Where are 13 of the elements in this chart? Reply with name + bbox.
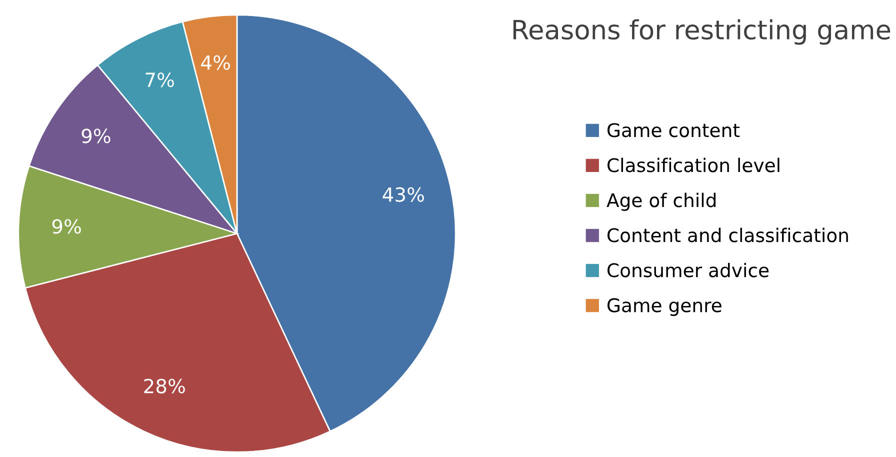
data-label: 9% bbox=[52, 219, 81, 234]
data-label: 28% bbox=[144, 378, 185, 394]
legend-label: Game genre bbox=[608, 298, 722, 316]
data-label: 9% bbox=[82, 128, 110, 144]
legend-label: Classification level bbox=[608, 158, 780, 172]
data-label: 7% bbox=[146, 72, 174, 88]
legend-label: Age of child bbox=[606, 192, 716, 211]
data-label: 4% bbox=[201, 55, 230, 70]
legend-label: Consumer advice bbox=[608, 262, 769, 278]
legend-label: Game content bbox=[608, 123, 740, 138]
legend-label: Content and classification bbox=[608, 228, 848, 242]
chart-title: Reasons for restricting game bbox=[513, 19, 890, 45]
data-label: 43% bbox=[382, 187, 424, 202]
